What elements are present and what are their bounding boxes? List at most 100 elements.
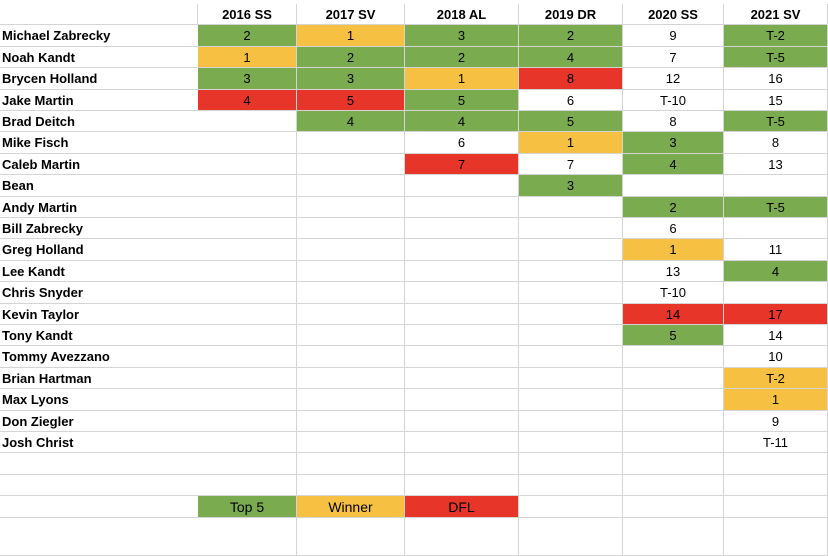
result-cell[interactable]: 7 <box>405 154 519 175</box>
player-name-cell[interactable]: Lee Kandt <box>0 261 198 282</box>
result-cell[interactable]: 13 <box>724 154 828 175</box>
result-cell[interactable] <box>297 325 405 346</box>
result-cell[interactable] <box>297 432 405 453</box>
result-cell[interactable] <box>405 368 519 389</box>
result-cell[interactable] <box>724 175 828 197</box>
result-cell[interactable]: 6 <box>623 218 724 239</box>
result-cell[interactable]: 4 <box>623 154 724 175</box>
player-name-cell[interactable]: Caleb Martin <box>0 154 198 175</box>
result-cell[interactable] <box>519 432 623 453</box>
column-header-2018-al[interactable]: 2018 AL <box>405 4 519 25</box>
empty-cell[interactable] <box>623 518 724 556</box>
result-cell[interactable] <box>297 197 405 218</box>
result-cell[interactable] <box>297 132 405 154</box>
result-cell[interactable]: 8 <box>623 111 724 132</box>
result-cell[interactable]: 11 <box>724 239 828 261</box>
result-cell[interactable]: 8 <box>519 68 623 90</box>
result-cell[interactable] <box>623 346 724 368</box>
result-cell[interactable] <box>519 282 623 304</box>
empty-cell[interactable] <box>724 475 828 496</box>
result-cell[interactable] <box>198 368 297 389</box>
column-header-2017-sv[interactable]: 2017 SV <box>297 4 405 25</box>
empty-cell[interactable] <box>623 475 724 496</box>
result-cell[interactable] <box>405 261 519 282</box>
empty-cell[interactable] <box>405 453 519 475</box>
result-cell[interactable] <box>405 175 519 197</box>
empty-cell[interactable] <box>724 518 828 556</box>
result-cell[interactable]: 5 <box>623 325 724 346</box>
result-cell[interactable] <box>519 411 623 432</box>
empty-cell[interactable] <box>519 475 623 496</box>
result-cell[interactable]: 8 <box>724 132 828 154</box>
result-cell[interactable] <box>198 325 297 346</box>
result-cell[interactable]: 9 <box>623 25 724 47</box>
result-cell[interactable] <box>623 432 724 453</box>
empty-row-label-cell[interactable] <box>0 496 198 518</box>
result-cell[interactable]: 2 <box>297 47 405 68</box>
result-cell[interactable] <box>297 304 405 325</box>
result-cell[interactable] <box>297 389 405 411</box>
result-cell[interactable]: T-5 <box>724 47 828 68</box>
result-cell[interactable] <box>519 325 623 346</box>
result-cell[interactable]: 1 <box>405 68 519 90</box>
result-cell[interactable] <box>198 154 297 175</box>
result-cell[interactable] <box>198 261 297 282</box>
result-cell[interactable]: 6 <box>519 90 623 111</box>
empty-cell[interactable] <box>623 453 724 475</box>
empty-cell[interactable] <box>297 453 405 475</box>
player-name-cell[interactable]: Noah Kandt <box>0 47 198 68</box>
result-cell[interactable] <box>198 282 297 304</box>
empty-cell[interactable] <box>405 518 519 556</box>
result-cell[interactable] <box>623 368 724 389</box>
result-cell[interactable]: 4 <box>724 261 828 282</box>
empty-row-label-cell[interactable] <box>0 475 198 496</box>
result-cell[interactable] <box>198 111 297 132</box>
result-cell[interactable] <box>198 132 297 154</box>
empty-cell[interactable] <box>405 475 519 496</box>
result-cell[interactable] <box>198 411 297 432</box>
player-name-cell[interactable]: Don Ziegler <box>0 411 198 432</box>
result-cell[interactable]: 5 <box>405 90 519 111</box>
result-cell[interactable]: 16 <box>724 68 828 90</box>
result-cell[interactable] <box>198 197 297 218</box>
empty-cell[interactable] <box>519 518 623 556</box>
player-name-cell[interactable]: Brycen Holland <box>0 68 198 90</box>
result-cell[interactable] <box>405 411 519 432</box>
column-header-2020-ss[interactable]: 2020 SS <box>623 4 724 25</box>
result-cell[interactable] <box>519 261 623 282</box>
result-cell[interactable]: 1 <box>198 47 297 68</box>
player-name-cell[interactable]: Tony Kandt <box>0 325 198 346</box>
column-header-2019-dr[interactable]: 2019 DR <box>519 4 623 25</box>
result-cell[interactable] <box>297 346 405 368</box>
result-cell[interactable] <box>198 239 297 261</box>
result-cell[interactable]: T-10 <box>623 90 724 111</box>
result-cell[interactable] <box>623 389 724 411</box>
result-cell[interactable] <box>724 218 828 239</box>
result-cell[interactable]: T-2 <box>724 368 828 389</box>
player-name-cell[interactable]: Bean <box>0 175 198 197</box>
player-name-cell[interactable]: Chris Snyder <box>0 282 198 304</box>
result-cell[interactable]: 14 <box>623 304 724 325</box>
result-cell[interactable]: 3 <box>623 132 724 154</box>
result-cell[interactable] <box>297 239 405 261</box>
result-cell[interactable]: 7 <box>519 154 623 175</box>
result-cell[interactable] <box>198 218 297 239</box>
result-cell[interactable] <box>519 346 623 368</box>
result-cell[interactable]: T-11 <box>724 432 828 453</box>
result-cell[interactable] <box>519 218 623 239</box>
empty-cell[interactable] <box>724 453 828 475</box>
result-cell[interactable]: 6 <box>405 132 519 154</box>
empty-row-label-cell[interactable] <box>0 453 198 475</box>
player-name-cell[interactable]: Brad Deitch <box>0 111 198 132</box>
empty-cell[interactable] <box>519 496 623 518</box>
result-cell[interactable]: 14 <box>724 325 828 346</box>
result-cell[interactable] <box>519 239 623 261</box>
empty-cell[interactable] <box>297 518 405 556</box>
result-cell[interactable]: 10 <box>724 346 828 368</box>
result-cell[interactable]: 1 <box>519 132 623 154</box>
result-cell[interactable]: 4 <box>297 111 405 132</box>
result-cell[interactable] <box>405 282 519 304</box>
result-cell[interactable]: T-2 <box>724 25 828 47</box>
player-name-cell[interactable]: Mike Fisch <box>0 132 198 154</box>
result-cell[interactable] <box>297 282 405 304</box>
